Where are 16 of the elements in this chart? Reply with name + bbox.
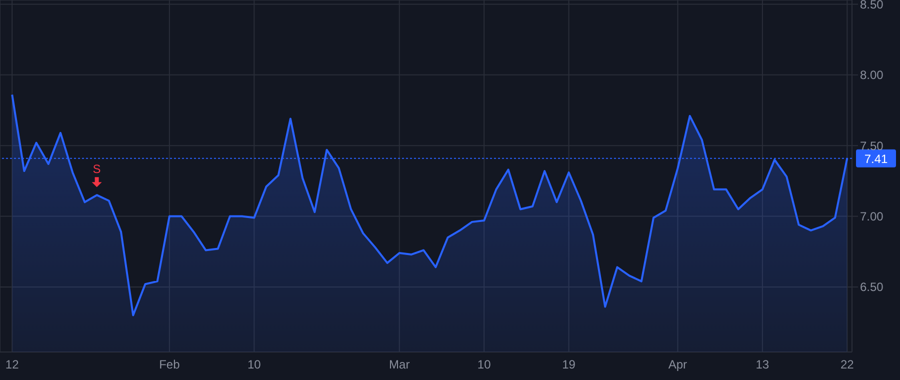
- x-tick-label: 22: [840, 358, 854, 372]
- y-tick-label: 7.00: [860, 210, 884, 224]
- y-tick-label: 8.00: [860, 68, 884, 82]
- ref-line-label: 7.41: [864, 152, 888, 166]
- x-tick-label: Apr: [668, 358, 688, 372]
- x-tick-label: 13: [756, 358, 770, 372]
- y-tick-label: 7.50: [860, 138, 884, 153]
- x-tick-label: 19: [562, 358, 576, 372]
- x-tick-label: Mar: [389, 358, 410, 372]
- annotation: S: [92, 162, 101, 176]
- x-tick-label: Feb: [159, 358, 180, 372]
- y-tick-label: 6.50: [860, 280, 884, 294]
- x-tick-label: 10: [247, 358, 262, 372]
- y-tick-label: 8.50: [860, 0, 884, 12]
- x-tick-label: 10: [477, 358, 492, 372]
- x-tick-label: 12: [5, 358, 20, 372]
